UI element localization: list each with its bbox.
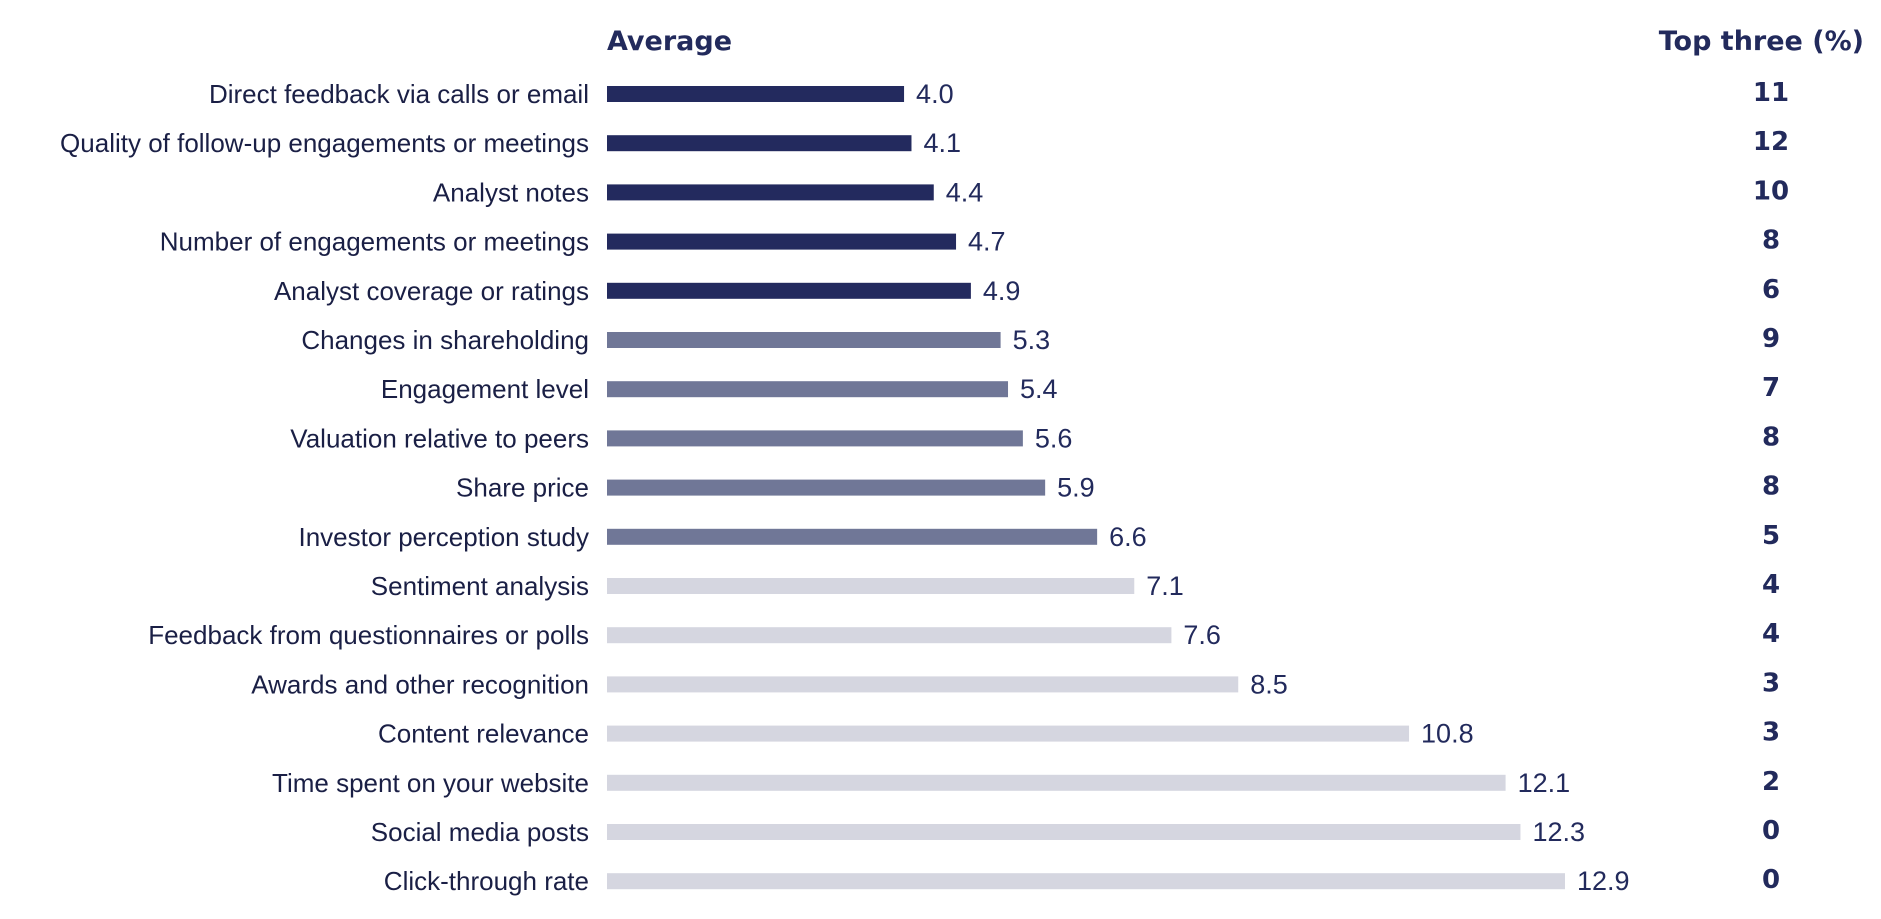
top-three-value: 9 (1762, 324, 1780, 354)
category-label: Number of engagements or meetings (160, 227, 589, 257)
value-label: 5.6 (1035, 423, 1073, 453)
top-three-value: 8 (1762, 422, 1780, 452)
top-three-value: 4 (1762, 619, 1780, 649)
top-three-value: 3 (1762, 668, 1780, 698)
category-label: Content relevance (378, 719, 589, 749)
category-label: Quality of follow-up engagements or meet… (60, 128, 589, 158)
value-label: 7.1 (1146, 571, 1184, 601)
value-label: 5.3 (1013, 325, 1051, 355)
value-label: 7.6 (1183, 620, 1221, 650)
top-three-value: 2 (1762, 767, 1780, 797)
bar (607, 873, 1565, 890)
category-label: Investor perception study (299, 522, 590, 552)
category-label: Valuation relative to peers (290, 423, 589, 453)
top-three-value: 11 (1753, 78, 1789, 108)
category-label: Changes in shareholding (301, 325, 589, 355)
category-label: Click-through rate (384, 866, 589, 896)
category-label: Engagement level (381, 374, 589, 404)
bar-row: Changes in shareholding 5.3 9 (301, 324, 1780, 355)
bar (607, 233, 957, 250)
value-label: 8.5 (1250, 669, 1288, 699)
bar (607, 332, 1001, 348)
bar-row: Content relevance 10.8 3 (378, 718, 1780, 749)
value-label: 5.4 (1020, 374, 1058, 404)
top-three-value: 10 (1753, 176, 1789, 206)
top-three-value: 0 (1762, 816, 1780, 846)
bar (607, 479, 1046, 496)
bar (607, 430, 1023, 447)
bar-row: Analyst coverage or ratings 4.9 6 (274, 275, 1780, 306)
bar (607, 184, 934, 201)
value-label: 5.9 (1057, 473, 1095, 503)
bar-row: Click-through rate 12.9 0 (384, 865, 1780, 896)
top-three-value: 4 (1762, 570, 1780, 600)
bar (607, 86, 905, 102)
value-label: 12.1 (1518, 768, 1571, 798)
value-label: 4.7 (968, 227, 1006, 257)
top-three-value: 3 (1762, 718, 1780, 748)
bar-row: Sentiment analysis 7.1 4 (371, 570, 1780, 601)
category-label: Analyst coverage or ratings (274, 276, 589, 306)
bar-row: Time spent on your website 12.1 2 (272, 767, 1780, 798)
value-label: 4.4 (946, 177, 984, 207)
top-three-value: 6 (1762, 275, 1780, 305)
bar (607, 627, 1172, 644)
bar-row: Quality of follow-up engagements or meet… (60, 127, 1789, 158)
bar (607, 676, 1239, 693)
category-label: Feedback from questionnaires or polls (148, 620, 589, 650)
value-label: 4.1 (923, 128, 961, 158)
bar-row: Number of engagements or meetings 4.7 8 (160, 226, 1780, 257)
bar (607, 578, 1135, 594)
bar-row: Social media posts 12.3 0 (371, 816, 1780, 847)
category-label: Awards and other recognition (251, 669, 589, 699)
value-label: 12.3 (1532, 817, 1585, 847)
bar (607, 282, 971, 299)
bar-row: Engagement level 5.4 7 (381, 373, 1780, 404)
top-three-value: 8 (1762, 226, 1780, 256)
bar-row: Valuation relative to peers 5.6 8 (290, 422, 1780, 453)
category-label: Social media posts (371, 817, 589, 847)
bar-row: Feedback from questionnaires or polls 7.6… (148, 619, 1780, 650)
top-three-header: Top three (%) (1659, 26, 1864, 57)
bar (607, 381, 1009, 398)
category-label: Direct feedback via calls or email (209, 79, 589, 109)
value-label: 6.6 (1109, 522, 1147, 552)
top-three-value: 8 (1762, 472, 1780, 502)
bar (607, 774, 1506, 791)
top-three-value: 0 (1762, 865, 1780, 895)
bar-row: Share price 5.9 8 (456, 472, 1780, 503)
bar (607, 824, 1521, 840)
bar-row: Analyst notes 4.4 10 (433, 176, 1789, 207)
bar-row: Direct feedback via calls or email 4.0 11 (209, 78, 1789, 109)
bar (607, 528, 1098, 545)
value-label: 10.8 (1421, 719, 1474, 749)
category-label: Time spent on your website (272, 768, 589, 798)
bar (607, 725, 1410, 742)
category-label: Analyst notes (433, 177, 589, 207)
average-header: Average (607, 26, 732, 57)
bar-row: Awards and other recognition 8.5 3 (251, 668, 1780, 699)
value-label: 4.9 (983, 276, 1021, 306)
top-three-value: 7 (1762, 373, 1780, 403)
top-three-value: 5 (1762, 521, 1780, 551)
top-three-value: 12 (1753, 127, 1789, 157)
bar-row: Investor perception study 6.6 5 (299, 521, 1781, 552)
bar (607, 135, 912, 152)
value-label: 4.0 (916, 79, 954, 109)
chart-rows: Direct feedback via calls or email 4.0 11 Q… (60, 78, 1789, 896)
category-label: Share price (456, 473, 589, 503)
value-label: 12.9 (1577, 866, 1630, 896)
category-label: Sentiment analysis (371, 571, 589, 601)
